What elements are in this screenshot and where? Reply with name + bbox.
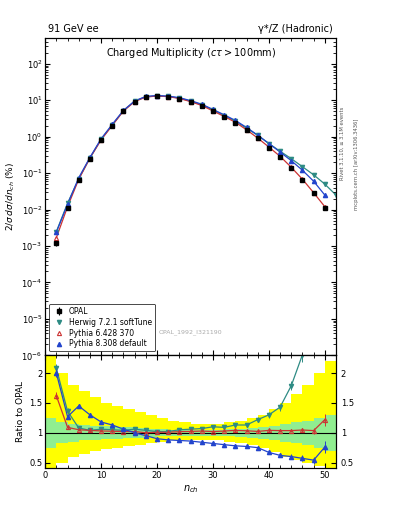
- Pythia 8.308 default: [143, 93, 148, 99]
- Pythia 6.428 370: [255, 135, 260, 141]
- X-axis label: $n_{ch}$: $n_{ch}$: [183, 483, 198, 495]
- Line: Herwig 7.2.1 softTune: Herwig 7.2.1 softTune: [54, 94, 349, 233]
- Pythia 6.428 370: [266, 144, 271, 150]
- Herwig 7.2.1 softTune: [65, 200, 70, 206]
- Herwig 7.2.1 softTune: [278, 148, 283, 154]
- Pythia 8.308 default: [222, 112, 226, 118]
- Pythia 8.308 default: [65, 201, 70, 207]
- Herwig 7.2.1 softTune: [54, 228, 59, 234]
- Herwig 7.2.1 softTune: [311, 172, 316, 178]
- Pythia 6.428 370: [244, 126, 249, 133]
- Herwig 7.2.1 softTune: [121, 108, 126, 114]
- Herwig 7.2.1 softTune: [155, 93, 160, 99]
- Pythia 6.428 370: [289, 164, 294, 170]
- Pythia 6.428 370: [199, 102, 204, 109]
- Pythia 8.308 default: [188, 98, 193, 104]
- Herwig 7.2.1 softTune: [233, 118, 238, 124]
- Text: 91 GeV ee: 91 GeV ee: [48, 24, 99, 34]
- Herwig 7.2.1 softTune: [166, 93, 171, 99]
- Pythia 8.308 default: [211, 106, 215, 113]
- Pythia 8.308 default: [54, 229, 59, 235]
- Herwig 7.2.1 softTune: [132, 98, 137, 104]
- Pythia 8.308 default: [233, 117, 238, 123]
- Pythia 8.308 default: [244, 124, 249, 131]
- Text: γ*/Z (Hadronic): γ*/Z (Hadronic): [258, 24, 333, 34]
- Pythia 8.308 default: [266, 140, 271, 146]
- Pythia 8.308 default: [300, 167, 305, 174]
- Pythia 8.308 default: [132, 98, 137, 104]
- Y-axis label: $2/\sigma\,d\sigma/dn_{ch}$ (%): $2/\sigma\,d\sigma/dn_{ch}$ (%): [5, 162, 17, 231]
- Herwig 7.2.1 softTune: [222, 113, 226, 119]
- Herwig 7.2.1 softTune: [199, 102, 204, 108]
- Herwig 7.2.1 softTune: [88, 155, 92, 161]
- Pythia 6.428 370: [110, 122, 115, 129]
- Herwig 7.2.1 softTune: [110, 122, 115, 128]
- Herwig 7.2.1 softTune: [255, 132, 260, 138]
- Herwig 7.2.1 softTune: [143, 94, 148, 100]
- Pythia 6.428 370: [177, 95, 182, 101]
- Herwig 7.2.1 softTune: [76, 176, 81, 182]
- Herwig 7.2.1 softTune: [188, 98, 193, 104]
- Pythia 6.428 370: [300, 176, 305, 182]
- Herwig 7.2.1 softTune: [345, 206, 349, 212]
- Herwig 7.2.1 softTune: [211, 106, 215, 113]
- Pythia 6.428 370: [54, 234, 59, 241]
- Pythia 8.308 default: [278, 149, 283, 155]
- Herwig 7.2.1 softTune: [300, 164, 305, 170]
- Pythia 6.428 370: [99, 137, 103, 143]
- Pythia 8.308 default: [99, 136, 103, 142]
- Y-axis label: Ratio to OPAL: Ratio to OPAL: [16, 381, 25, 442]
- Text: OPAL_1992_I321190: OPAL_1992_I321190: [159, 329, 222, 335]
- Pythia 6.428 370: [278, 153, 283, 159]
- Pythia 8.308 default: [155, 93, 160, 99]
- Legend: OPAL, Herwig 7.2.1 softTune, Pythia 6.428 370, Pythia 8.308 default: OPAL, Herwig 7.2.1 softTune, Pythia 6.42…: [49, 304, 155, 351]
- Pythia 6.428 370: [233, 119, 238, 125]
- Pythia 6.428 370: [311, 189, 316, 196]
- Pythia 8.308 default: [323, 192, 327, 198]
- Herwig 7.2.1 softTune: [99, 136, 103, 142]
- Pythia 8.308 default: [255, 132, 260, 138]
- Pythia 6.428 370: [132, 98, 137, 104]
- Pythia 6.428 370: [76, 176, 81, 182]
- Text: mcplots.cern.ch [arXiv:1306.3436]: mcplots.cern.ch [arXiv:1306.3436]: [354, 118, 359, 209]
- Pythia 8.308 default: [177, 95, 182, 101]
- Pythia 8.308 default: [289, 158, 294, 164]
- Herwig 7.2.1 softTune: [177, 95, 182, 101]
- Pythia 8.308 default: [166, 93, 171, 99]
- Line: Pythia 8.308 default: Pythia 8.308 default: [54, 94, 327, 234]
- Text: Rivet 3.1.10, ≥ 3.1M events: Rivet 3.1.10, ≥ 3.1M events: [340, 106, 345, 180]
- Pythia 6.428 370: [166, 94, 171, 100]
- Pythia 6.428 370: [155, 93, 160, 99]
- Herwig 7.2.1 softTune: [244, 125, 249, 132]
- Text: Charged Multiplicity $(c\tau > 100\mathrm{mm})$: Charged Multiplicity $(c\tau > 100\mathr…: [105, 46, 276, 60]
- Pythia 6.428 370: [88, 155, 92, 161]
- Pythia 6.428 370: [143, 94, 148, 100]
- Pythia 8.308 default: [311, 178, 316, 184]
- Herwig 7.2.1 softTune: [323, 181, 327, 187]
- Herwig 7.2.1 softTune: [334, 192, 338, 198]
- Pythia 6.428 370: [121, 108, 126, 114]
- Pythia 6.428 370: [222, 113, 226, 119]
- Herwig 7.2.1 softTune: [266, 140, 271, 146]
- Pythia 8.308 default: [88, 154, 92, 160]
- Pythia 8.308 default: [110, 121, 115, 127]
- Line: Pythia 6.428 370: Pythia 6.428 370: [54, 94, 327, 240]
- Pythia 6.428 370: [65, 204, 70, 210]
- Pythia 8.308 default: [199, 101, 204, 108]
- Herwig 7.2.1 softTune: [289, 156, 294, 162]
- Pythia 8.308 default: [121, 108, 126, 114]
- Pythia 6.428 370: [323, 204, 327, 210]
- Pythia 6.428 370: [188, 98, 193, 104]
- Pythia 8.308 default: [76, 175, 81, 181]
- Pythia 6.428 370: [211, 108, 215, 114]
